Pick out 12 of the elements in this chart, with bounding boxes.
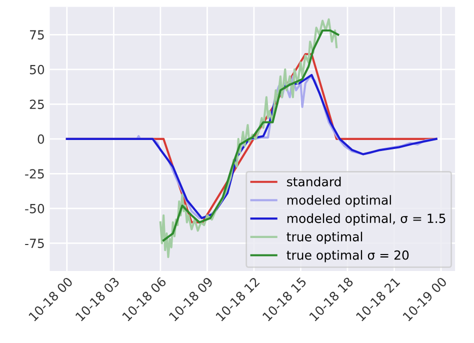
legend-label: modeled optimal, σ = 1.5 (287, 213, 446, 226)
y-tick-label: 50 (30, 64, 44, 74)
legend-label: true optimal σ = 20 (286, 250, 409, 262)
y-tick-label: 75 (30, 30, 44, 40)
y-tick-label: -50 (25, 204, 44, 214)
legend-label: modeled optimal (287, 195, 391, 208)
y-tick-label: 0 (38, 134, 44, 144)
y-tick-label: -75 (25, 238, 44, 248)
legend-label: standard (287, 176, 341, 186)
y-tick-label: -25 (25, 169, 44, 179)
y-tick-label: 25 (30, 100, 44, 110)
legend-label: true optimal (286, 232, 362, 244)
